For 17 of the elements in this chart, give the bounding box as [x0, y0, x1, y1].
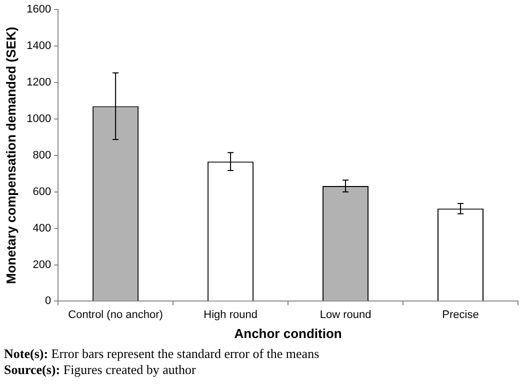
y-tick-label: 1200	[26, 76, 52, 89]
y-tick-label: 0	[44, 295, 52, 308]
x-tick-label: Control (no anchor)	[68, 308, 163, 321]
text: Note(s): Error bars represent the standard error of the means	[4, 346, 320, 362]
x-tick-label: Precise	[442, 308, 479, 321]
y-tick-label: 200	[32, 258, 52, 271]
y-tick-label: 1600	[26, 4, 52, 16]
x-tick-label: High round	[204, 308, 258, 321]
x-axis-title: Anchor condition	[234, 326, 342, 341]
y-tick-label: 800	[32, 149, 52, 162]
y-tick-label: 1000	[26, 112, 52, 125]
x-tick-label: Low round	[320, 308, 372, 321]
source-note: Source(s): Figures created by author	[4, 362, 197, 378]
y-tick-label: 1400	[26, 40, 52, 52]
y-axis-title: Monetary compensation demanded (SEK)	[3, 26, 18, 284]
y-tick-label: 600	[32, 186, 52, 198]
y-tick-label: 400	[32, 222, 52, 234]
